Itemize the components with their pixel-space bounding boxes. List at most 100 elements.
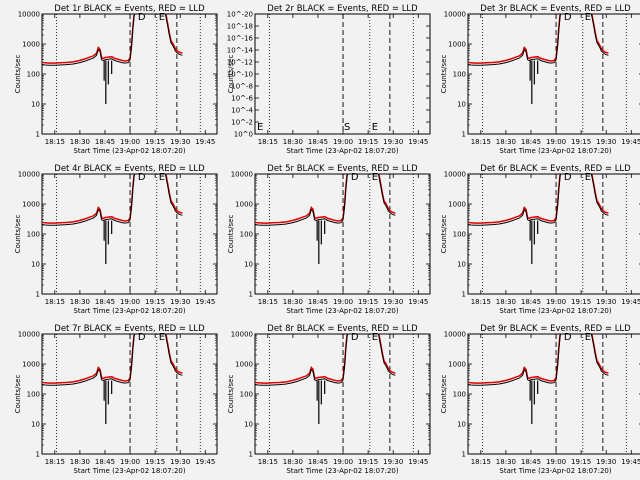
y-tick-label: 10 <box>31 421 40 429</box>
x-tick-label: 18:45 <box>95 458 115 466</box>
y-tick-label: 10^-2 <box>231 119 253 127</box>
x-tick-label: 18:15 <box>471 458 491 466</box>
x-tick-label: 18:15 <box>45 458 65 466</box>
y-tick-label: 1 <box>462 131 466 139</box>
x-tick-label: 18:15 <box>471 138 491 146</box>
plot-frame <box>254 333 431 455</box>
y-axis-label: Counts/sec <box>14 375 22 414</box>
x-tick-label: 19:30 <box>170 458 190 466</box>
x-tick-label: 19:30 <box>596 138 616 146</box>
x-tick-label: 19:45 <box>195 298 215 306</box>
marker-label: D <box>564 172 572 183</box>
x-axis-label: Start Time (23-Apr-02 18:07:20) <box>286 307 398 315</box>
plot-frame <box>254 13 431 135</box>
lld-series-line <box>42 334 135 384</box>
marker-label: S <box>344 122 350 133</box>
x-axis-label: Start Time (23-Apr-02 18:07:20) <box>499 147 611 155</box>
x-tick-label: 19:15 <box>571 138 591 146</box>
x-tick-label: 18:45 <box>308 138 328 146</box>
y-tick-label: 10^-14 <box>227 47 254 55</box>
y-tick-label: 10000 <box>231 331 253 339</box>
plot-frame <box>467 13 640 135</box>
y-tick-label: 10000 <box>18 331 40 339</box>
x-tick-label: 19:45 <box>408 138 428 146</box>
x-tick-label: 18:30 <box>70 458 90 466</box>
x-tick-label: 18:30 <box>496 138 516 146</box>
x-axis-label: Start Time (23-Apr-02 18:07:20) <box>286 467 398 475</box>
x-axis-label: Start Time (23-Apr-02 18:07:20) <box>73 307 185 315</box>
x-axis-label: Start Time (23-Apr-02 18:07:20) <box>73 147 185 155</box>
y-tick-label: 1 <box>249 451 253 459</box>
data-layer <box>468 14 609 104</box>
panel-title: Det 6r BLACK = Events, RED = LLD <box>480 164 631 174</box>
x-tick-label: 19:30 <box>383 458 403 466</box>
x-tick-label: 19:45 <box>621 298 640 306</box>
events-series-line-tail <box>377 334 396 376</box>
y-tick-label: 10^-18 <box>227 23 253 31</box>
events-series-line-tail <box>164 14 183 56</box>
y-axis-label: Counts/sec <box>227 55 235 94</box>
y-tick-label: 10 <box>457 101 466 109</box>
x-tick-label: 18:45 <box>308 458 328 466</box>
x-axis-label: Start Time (23-Apr-02 18:07:20) <box>499 307 611 315</box>
x-tick-label: 19:30 <box>596 298 616 306</box>
x-tick-label: 19:45 <box>621 458 640 466</box>
y-tick-label: 10000 <box>18 171 40 179</box>
x-tick-label: 18:15 <box>258 138 278 146</box>
y-axis-label: Counts/sec <box>227 215 235 254</box>
x-axis-label: Start Time (23-Apr-02 18:07:20) <box>499 467 611 475</box>
plot-frame <box>254 173 431 295</box>
y-tick-label: 100 <box>27 231 40 239</box>
panel-3: Det 3r BLACK = Events, RED = LLD 1 10 100 10… <box>440 4 640 155</box>
panel-title: Det 8r BLACK = Events, RED = LLD <box>267 324 418 334</box>
plot-frame <box>467 333 640 455</box>
marker-label: E <box>585 172 591 183</box>
x-tick-label: 19:15 <box>358 458 378 466</box>
x-tick-label: 18:30 <box>70 138 90 146</box>
x-tick-label: 19:00 <box>546 298 566 306</box>
y-tick-label: 10^-20 <box>227 11 253 19</box>
events-series-line <box>255 334 349 386</box>
x-tick-label: 18:15 <box>45 138 65 146</box>
x-tick-label: 18:45 <box>521 138 541 146</box>
x-tick-label: 19:15 <box>145 298 165 306</box>
y-tick-label: 1 <box>36 131 40 139</box>
x-tick-label: 18:15 <box>258 458 278 466</box>
y-tick-label: 1 <box>462 451 466 459</box>
plot-frame <box>41 333 218 455</box>
x-tick-label: 19:00 <box>333 458 353 466</box>
panel-title: Det 3r BLACK = Events, RED = LLD <box>480 4 631 14</box>
lld-series-line <box>468 14 561 64</box>
events-series-line <box>255 174 349 226</box>
x-tick-label: 18:30 <box>283 138 303 146</box>
y-tick-label: 10 <box>457 261 466 269</box>
y-tick-label: 100 <box>453 231 466 239</box>
x-tick-label: 19:00 <box>333 138 353 146</box>
x-tick-label: 19:15 <box>571 298 591 306</box>
y-tick-label: 100 <box>453 71 466 79</box>
events-series-line <box>42 334 136 386</box>
y-tick-label: 10000 <box>444 11 466 19</box>
x-tick-label: 18:30 <box>70 298 90 306</box>
marker-label: E <box>372 122 378 133</box>
x-tick-label: 18:15 <box>258 298 278 306</box>
x-tick-label: 19:30 <box>596 458 616 466</box>
x-tick-label: 19:30 <box>170 138 190 146</box>
data-layer <box>468 174 609 264</box>
y-tick-label: 1 <box>36 451 40 459</box>
y-tick-label: 100 <box>27 71 40 79</box>
y-axis-label: Counts/sec <box>227 375 235 414</box>
panel-title: Det 2r BLACK = Events, RED = LLD <box>267 4 418 14</box>
events-series-line <box>468 334 562 386</box>
x-tick-label: 19:00 <box>120 138 140 146</box>
y-tick-label: 1 <box>462 291 466 299</box>
x-tick-label: 19:15 <box>145 458 165 466</box>
marker-label: D <box>138 12 146 23</box>
plot-frame <box>467 173 640 295</box>
panel-4: Det 4r BLACK = Events, RED = LLD 1 10 100 10… <box>14 164 218 315</box>
data-layer <box>255 174 396 264</box>
x-tick-label: 19:15 <box>358 298 378 306</box>
x-tick-label: 19:00 <box>333 298 353 306</box>
panel-2: Det 2r BLACK = Events, RED = LLD 10^0 10^-… <box>227 4 431 155</box>
x-axis-label: Start Time (23-Apr-02 18:07:20) <box>286 147 398 155</box>
